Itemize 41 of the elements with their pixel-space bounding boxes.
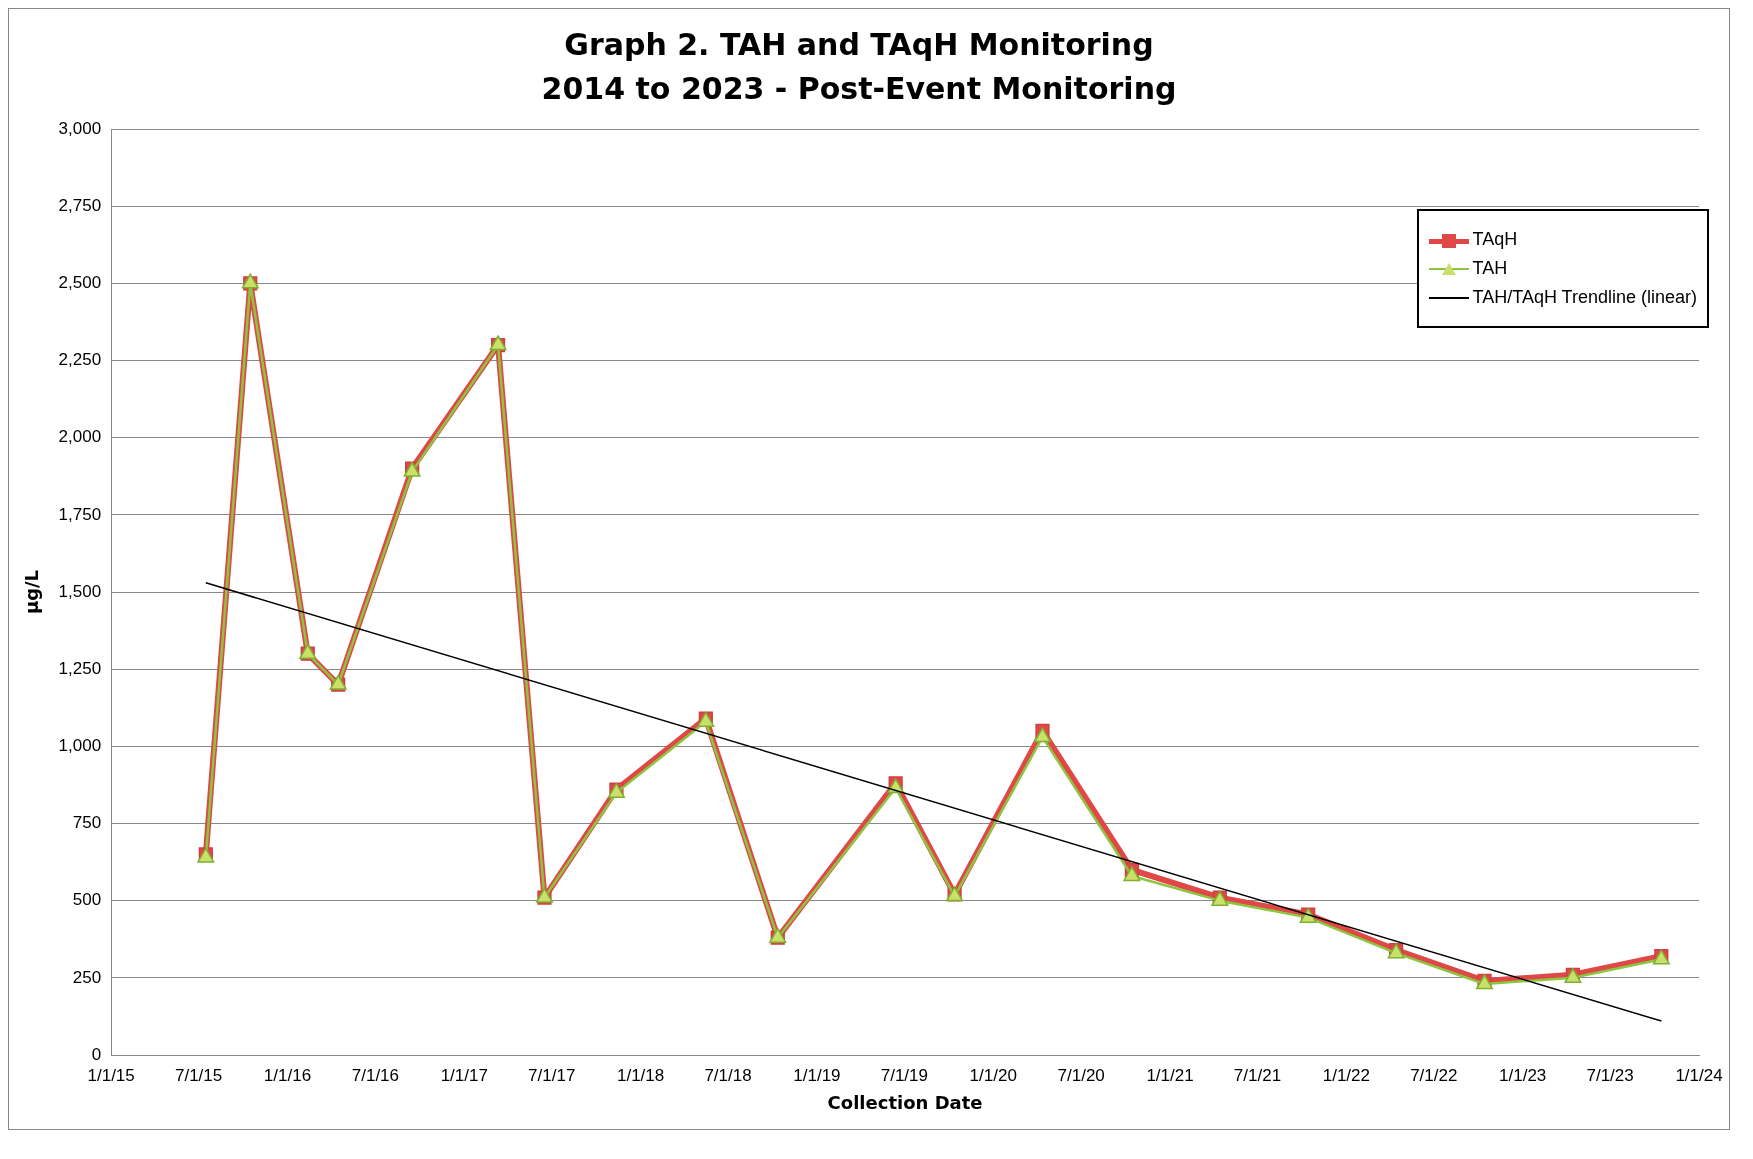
- x-tick-label: 1/1/19: [793, 1065, 841, 1085]
- y-tick-label: 1,500: [58, 581, 102, 601]
- x-tick-label: 1/1/22: [1322, 1065, 1370, 1085]
- y-tick-label: 750: [72, 813, 102, 833]
- x-tick-label: 1/1/23: [1499, 1065, 1547, 1085]
- y-tick-label: 0: [91, 1044, 102, 1064]
- y-tick-label: 500: [72, 890, 102, 910]
- y-tick-label: 1,750: [58, 504, 102, 524]
- x-tick-label: 7/1/22: [1410, 1065, 1458, 1085]
- y-tick-label: 250: [72, 967, 102, 987]
- x-tick-label: 1/1/21: [1146, 1065, 1194, 1085]
- y-tick-label: 1,000: [58, 736, 102, 756]
- x-tick-label: 1/1/17: [440, 1065, 488, 1085]
- y-axis-title: µg/L: [21, 569, 43, 615]
- chart-title: Graph 2. TAH and TAqH Monitoring: [564, 26, 1154, 62]
- x-tick-label: 7/1/23: [1586, 1065, 1634, 1085]
- x-tick-label: 7/1/19: [880, 1065, 928, 1085]
- legend-label: TAH: [1472, 258, 1508, 279]
- y-tick-label: 1,250: [58, 658, 102, 678]
- y-tick-label: 3,000: [58, 118, 102, 138]
- y-tick-label: 2,250: [58, 350, 102, 370]
- legend-label: TAH/TAqH Trendline (linear): [1472, 287, 1697, 308]
- x-axis-title: Collection Date: [827, 1091, 983, 1113]
- x-tick-label: 7/1/18: [704, 1065, 752, 1085]
- chart-subtitle: 2014 to 2023 - Post-Event Monitoring: [541, 70, 1177, 106]
- y-tick-label: 2,750: [58, 195, 102, 215]
- x-tick-label: 7/1/16: [351, 1065, 400, 1085]
- x-tick-label: 7/1/17: [528, 1065, 576, 1085]
- legend-label: TAqH: [1472, 229, 1518, 250]
- x-tick-label: 1/1/16: [263, 1065, 312, 1085]
- x-tick-label: 1/1/20: [969, 1065, 1017, 1085]
- x-tick-label: 1/1/15: [87, 1065, 135, 1085]
- x-tick-label: 7/1/20: [1057, 1065, 1105, 1085]
- x-tick-label: 1/1/18: [616, 1065, 665, 1085]
- point: [1033, 727, 1052, 743]
- x-tick-label: 7/1/21: [1233, 1065, 1282, 1085]
- point: [1123, 866, 1141, 882]
- x-tick-label: 1/1/24: [1675, 1065, 1723, 1085]
- y-tick-label: 2,000: [58, 427, 102, 447]
- x-tick-label: 7/1/15: [174, 1065, 223, 1085]
- y-tick-label: 2,500: [58, 273, 102, 293]
